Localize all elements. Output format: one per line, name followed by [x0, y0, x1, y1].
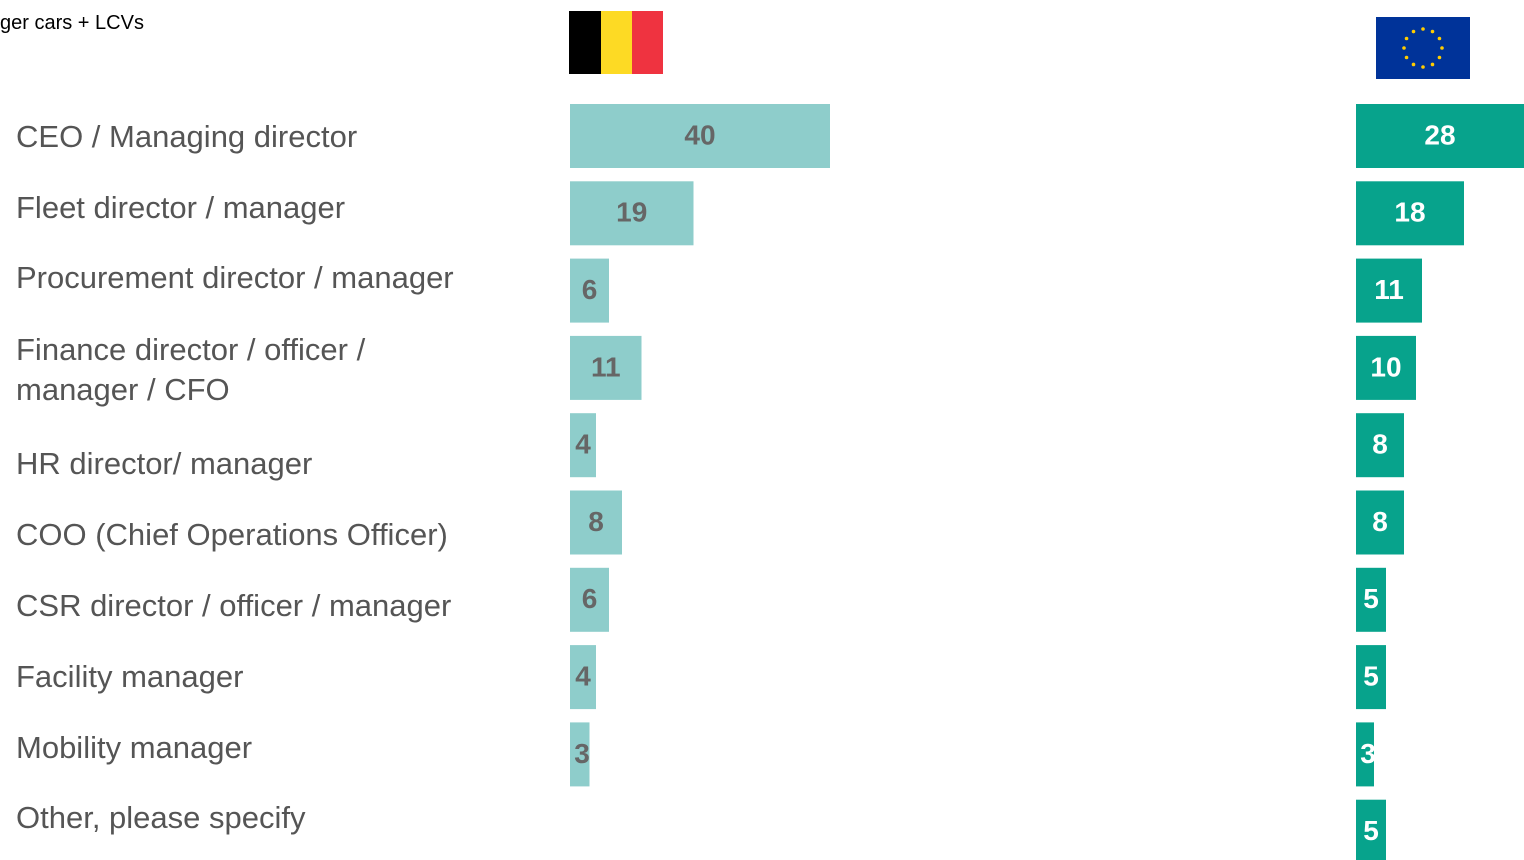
category-label: Procurement director / manager	[16, 260, 454, 295]
bar	[1356, 490, 1404, 555]
bar	[1356, 799, 1386, 860]
bar	[1356, 413, 1404, 478]
value-label: 11	[591, 351, 621, 382]
value-label: 28	[1424, 119, 1455, 150]
belgium-flag	[569, 11, 663, 74]
bar	[570, 104, 830, 168]
eu-star	[1411, 62, 1416, 67]
eu-star	[1437, 36, 1442, 41]
eu-star	[1421, 65, 1425, 69]
value-label: 6	[582, 274, 598, 305]
bar	[570, 413, 596, 478]
bar	[1356, 181, 1464, 246]
eu-star	[1404, 55, 1409, 60]
value-label: 11	[1374, 274, 1404, 305]
category-label: HR director/ manager	[16, 446, 313, 481]
eu-star	[1430, 29, 1435, 34]
value-label: 3	[574, 738, 590, 769]
value-label: 5	[1363, 660, 1379, 691]
category-label: Finance director / officer / manager / C…	[16, 332, 366, 407]
value-label: 19	[616, 197, 647, 228]
value-label: 18	[1394, 197, 1425, 228]
bar	[570, 645, 596, 710]
eu-star	[1430, 62, 1435, 67]
value-label: 8	[588, 506, 604, 537]
bar	[570, 258, 609, 323]
value-label: 4	[575, 660, 591, 691]
value-label: 5	[1363, 583, 1379, 614]
bar	[570, 490, 622, 555]
category-label: COO (Chief Operations Officer)	[16, 517, 448, 552]
value-label: 4	[575, 429, 591, 460]
bar	[570, 181, 694, 246]
value-label: 5	[1363, 815, 1379, 846]
eu-flag	[1376, 17, 1470, 79]
bar	[570, 335, 642, 400]
category-label: Facility manager	[16, 659, 244, 694]
chart-title: ger cars + LCVs	[0, 12, 144, 34]
category-label: CEO / Managing director	[16, 119, 358, 154]
eu-star	[1437, 55, 1442, 60]
category-label: CSR director / officer / manager	[16, 588, 452, 623]
eu-star	[1402, 46, 1406, 50]
bar	[1356, 258, 1422, 323]
value-label: 10	[1370, 351, 1401, 382]
value-label: 6	[582, 583, 598, 614]
value-label: 8	[1372, 506, 1388, 537]
bar	[1356, 645, 1386, 710]
eu-star	[1411, 29, 1416, 34]
eu-star	[1440, 46, 1444, 50]
bar	[1356, 104, 1524, 168]
value-label: 8	[1372, 429, 1388, 460]
category-label: Other, please specify	[16, 800, 306, 835]
bar	[1356, 722, 1374, 787]
eu-star	[1421, 27, 1425, 31]
value-label: 3	[1360, 738, 1376, 769]
bar	[570, 567, 609, 632]
category-label: Mobility manager	[16, 730, 253, 765]
value-label: 40	[684, 119, 715, 150]
eu-star	[1404, 36, 1409, 41]
category-label: Fleet director / manager	[16, 190, 346, 225]
bar	[1356, 567, 1386, 632]
bar	[570, 722, 590, 787]
bar	[1356, 335, 1416, 400]
